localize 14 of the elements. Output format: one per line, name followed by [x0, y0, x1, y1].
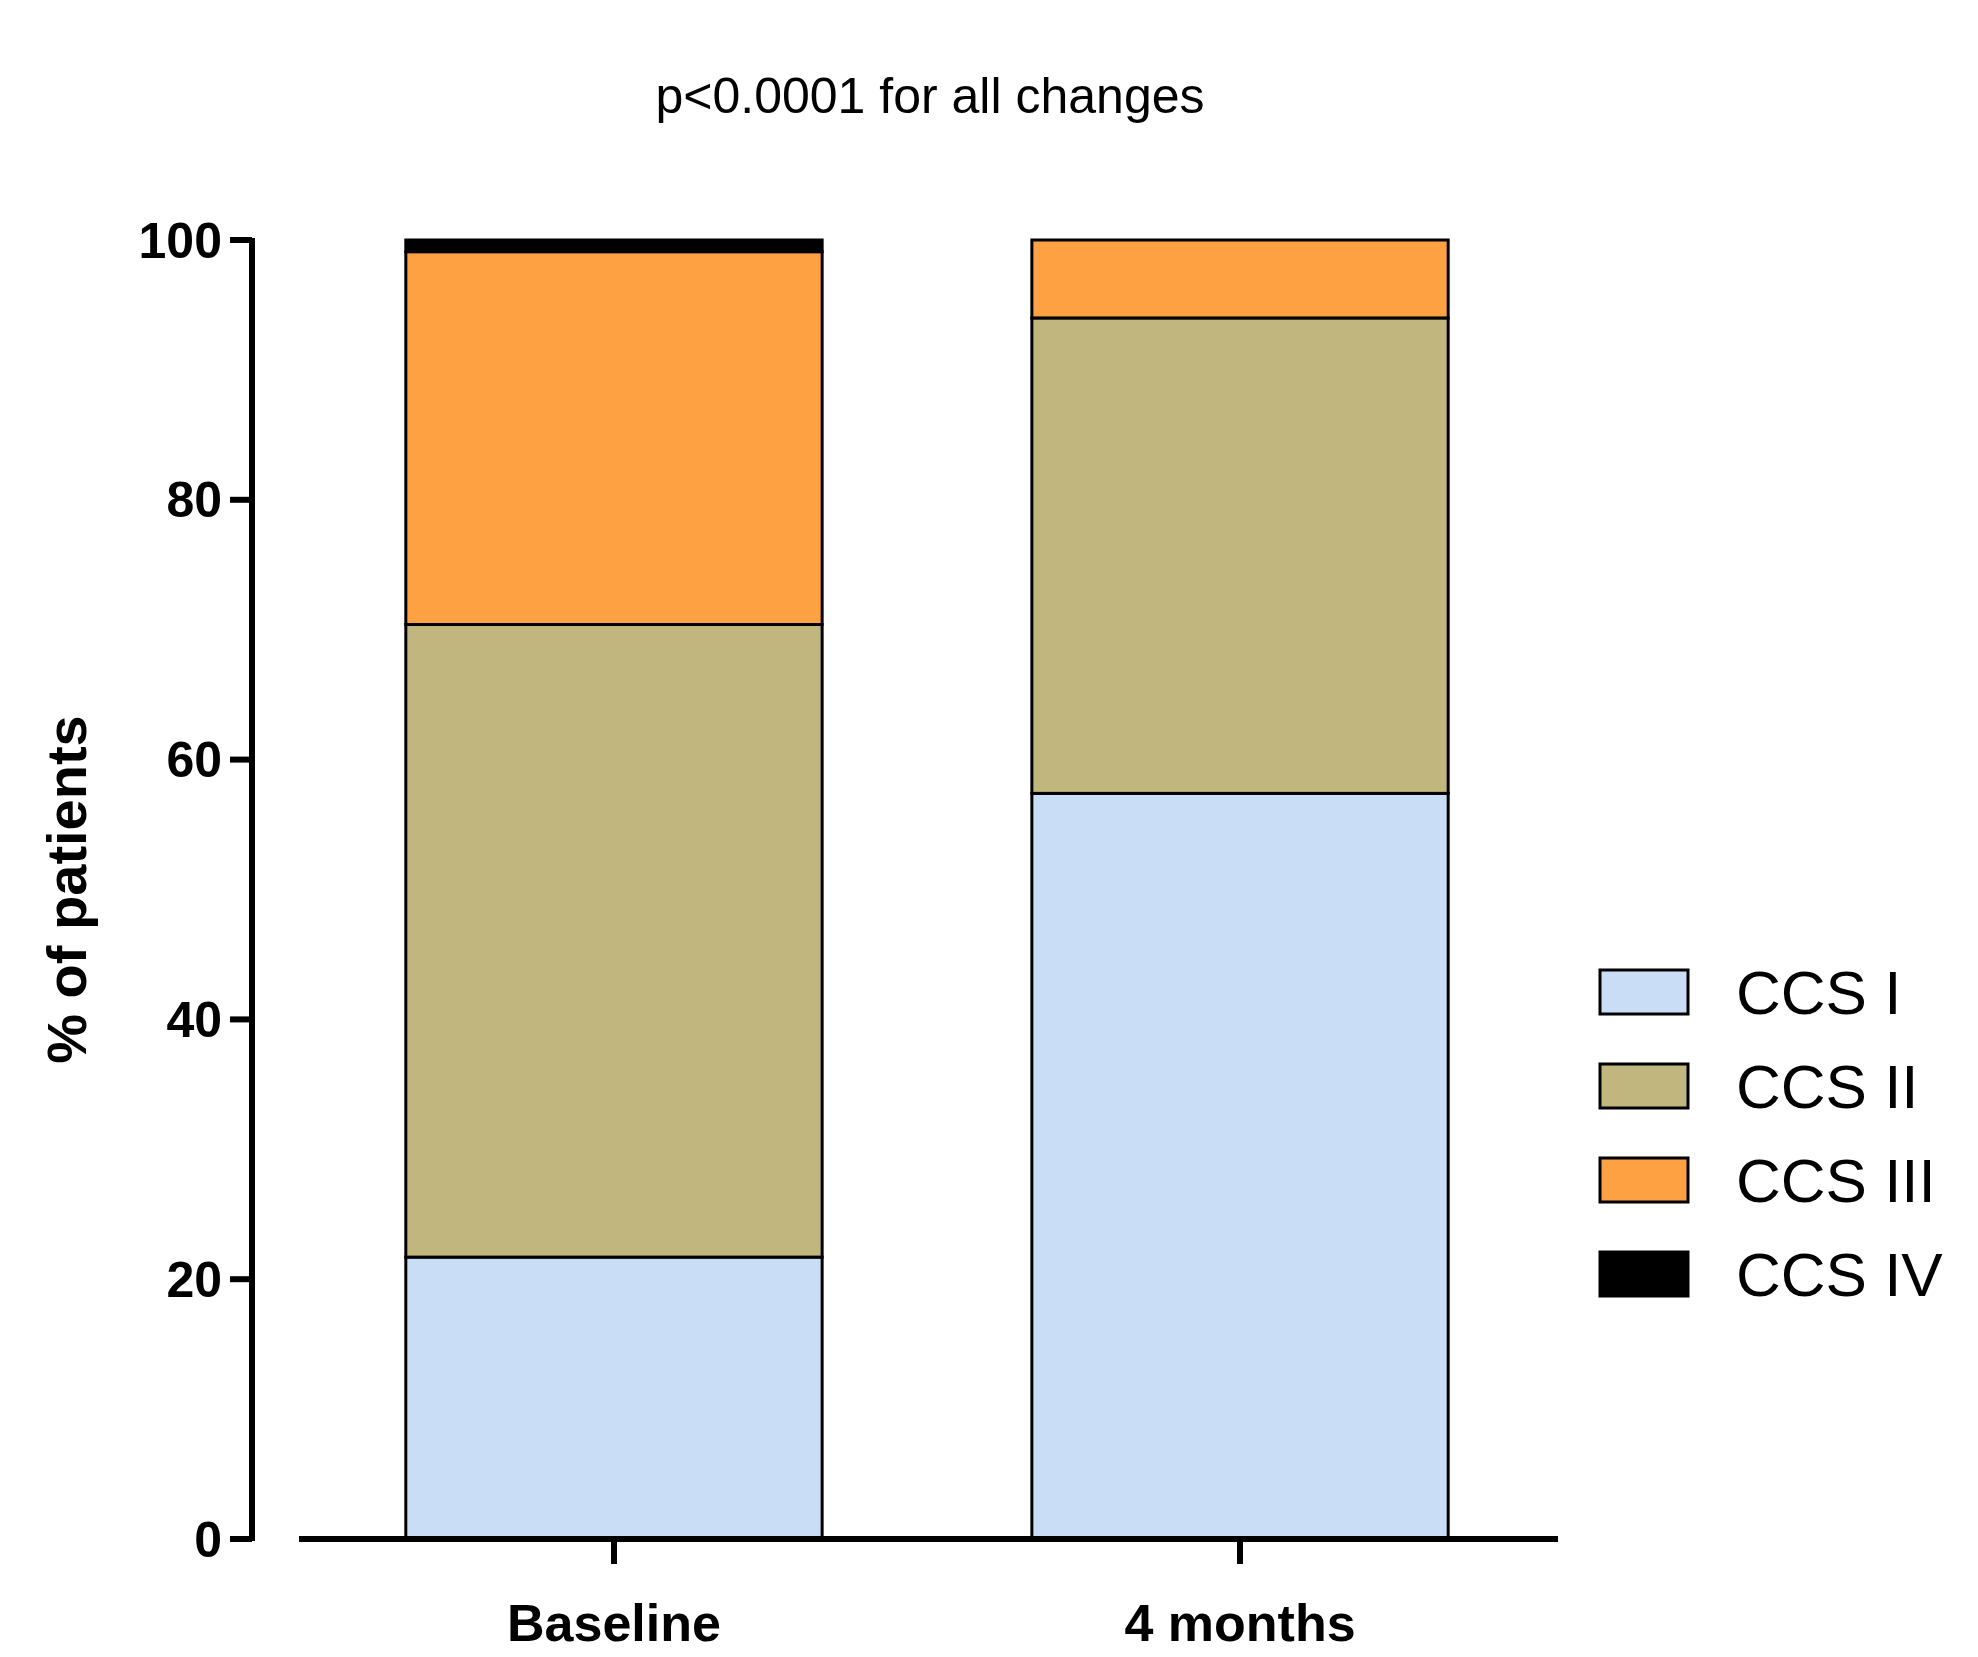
y-tick-label: 20	[166, 1251, 222, 1308]
y-tick-label: 0	[194, 1511, 222, 1568]
x-tick-label: Baseline	[507, 1594, 721, 1652]
y-tick-label: 60	[166, 732, 222, 789]
y-tick-label: 40	[166, 991, 222, 1048]
legend-label: CCS II	[1736, 1052, 1919, 1122]
legend-label: CCS III	[1736, 1146, 1936, 1216]
legend-label: CCS IV	[1736, 1240, 1944, 1310]
chart-title: p<0.0001 for all changes	[655, 68, 1205, 124]
x-tick-label: 4 months	[1124, 1594, 1356, 1652]
legend-label: CCS I	[1736, 958, 1902, 1028]
y-axis-title: % of patients	[35, 715, 98, 1064]
y-tick-label: 80	[166, 472, 222, 529]
y-tick-label: 100	[138, 212, 222, 269]
